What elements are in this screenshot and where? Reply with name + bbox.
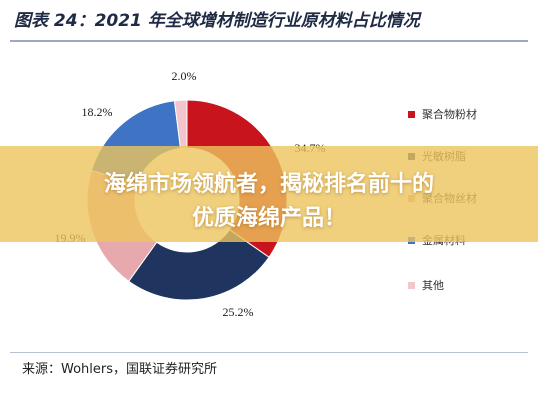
- headline-banner: 海绵市场领航者，揭秘排名前十的 优质海绵产品！: [0, 146, 538, 242]
- slice-value-label-2: 25.2%: [223, 305, 254, 319]
- legend-item-1: 聚合物粉材: [408, 105, 477, 123]
- legend-label: 其他: [422, 279, 444, 292]
- source-rule: [10, 352, 528, 353]
- figure-source: 来源：Wohlers，国联证券研究所: [22, 362, 218, 377]
- legend-swatch: [408, 110, 415, 118]
- legend-item-5: 其他: [408, 276, 444, 294]
- legend-swatch: [408, 281, 415, 289]
- slice-2: [128, 229, 270, 301]
- slice-value-label-5: 2.0%: [172, 69, 197, 83]
- legend-label: 聚合物粉材: [422, 108, 477, 121]
- slice-value-label-4: 18.2%: [82, 105, 113, 119]
- title-rule: [10, 40, 528, 42]
- figure-title: 图表 24：2021 年全球增材制造行业原材料占比情况: [14, 11, 420, 31]
- headline-line-1: 海绵市场领航者，揭秘排名前十的: [103, 172, 434, 197]
- headline-line-2: 优质海绵产品！: [191, 206, 346, 231]
